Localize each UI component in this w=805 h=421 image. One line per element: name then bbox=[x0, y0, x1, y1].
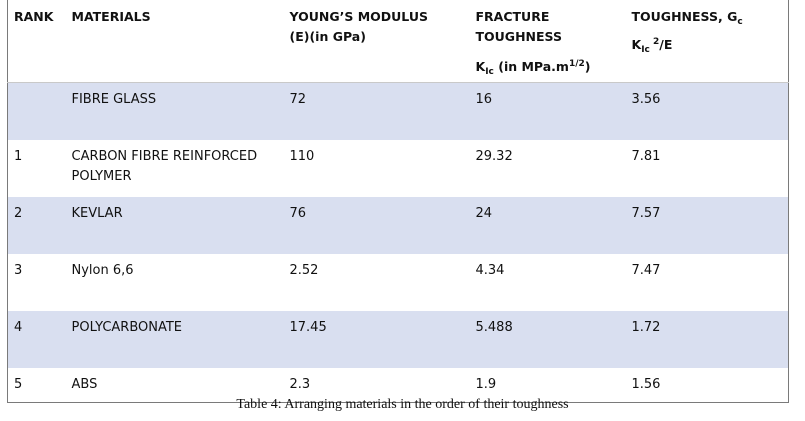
cell-material: CARBON FIBRE REINFORCED POLYMER bbox=[71, 149, 258, 184]
cell-rank: 2 bbox=[7, 197, 66, 254]
toughness-g: TOUGHNESS, G bbox=[631, 9, 738, 24]
cell-rank: 3 bbox=[14, 263, 23, 278]
header-toughness-formula: KIc 2/E bbox=[632, 32, 783, 60]
table-row: 4 POLYCARBONATE 17.45 5.488 1.72 bbox=[7, 311, 789, 368]
header-youngs-line2: (E)(in GPa) bbox=[289, 29, 366, 44]
table-row: 1 CARBON FIBRE REINFORCED POLYMER 110 29… bbox=[8, 140, 789, 197]
cell-toughness: 7.47 bbox=[631, 263, 661, 278]
cell-fracture-toughness: 4.34 bbox=[475, 263, 505, 278]
cell-rank bbox=[7, 82, 66, 140]
header-fracture-unit: KIc (in MPa.m1/2) bbox=[476, 54, 620, 82]
table-caption: Table 4: Arranging materials in the orde… bbox=[236, 397, 569, 412]
cell-fracture-toughness: 16 bbox=[469, 82, 626, 140]
cell-toughness: 3.56 bbox=[625, 82, 789, 140]
formula-superscript: 2 bbox=[649, 37, 660, 47]
header-fracture-toughness: FRACTURE TOUGHNESS KIc (in MPa.m1/2) bbox=[469, 0, 626, 83]
cell-material: KEVLAR bbox=[65, 197, 284, 254]
cell-fracture-toughness: 24 bbox=[469, 197, 626, 254]
materials-table: RANK MATERIALS YOUNG’S MODULUS (E)(in GP… bbox=[7, 0, 789, 403]
cell-youngs-modulus: 2.3 bbox=[289, 377, 311, 392]
cell-youngs-modulus: 17.45 bbox=[283, 311, 470, 368]
header-toughness: TOUGHNESS, Gc KIc 2/E bbox=[625, 0, 789, 83]
unit-close: ) bbox=[584, 59, 591, 74]
header-materials: MATERIALS bbox=[65, 0, 284, 83]
header-rank: RANK bbox=[7, 0, 66, 83]
cell-material: Nylon 6,6 bbox=[71, 263, 134, 278]
cell-youngs-modulus: 110 bbox=[289, 149, 315, 164]
cell-rank: 5 bbox=[14, 377, 23, 392]
cell-toughness: 1.56 bbox=[631, 377, 661, 392]
table-header-row: RANK MATERIALS YOUNG’S MODULUS (E)(in GP… bbox=[7, 0, 789, 83]
cell-fracture-toughness: 5.488 bbox=[469, 311, 626, 368]
cell-material: ABS bbox=[71, 377, 98, 392]
formula-k-subscript: Ic bbox=[641, 45, 650, 55]
formula-k: K bbox=[631, 37, 642, 52]
table-row: 5 ABS 2.3 1.9 1.56 bbox=[8, 368, 789, 403]
toughness-g-subscript: c bbox=[737, 17, 743, 27]
unit-text: (in MPa.m bbox=[493, 59, 569, 74]
cell-fracture-toughness: 29.32 bbox=[475, 149, 513, 164]
cell-material: POLYCARBONATE bbox=[65, 311, 284, 368]
table-row: 3 Nylon 6,6 2.52 4.34 7.47 bbox=[8, 254, 789, 311]
cell-youngs-modulus: 2.52 bbox=[289, 263, 319, 278]
table-row: 2 KEVLAR 76 24 7.57 bbox=[7, 197, 789, 254]
cell-rank: 4 bbox=[7, 311, 66, 368]
header-youngs-line1: YOUNG’S MODULUS bbox=[289, 9, 428, 24]
cell-fracture-toughness: 1.9 bbox=[475, 377, 497, 392]
formula-tail: /E bbox=[659, 37, 673, 52]
cell-toughness: 1.72 bbox=[625, 311, 789, 368]
cell-youngs-modulus: 76 bbox=[283, 197, 470, 254]
header-youngs-modulus: YOUNG’S MODULUS (E)(in GPa) bbox=[283, 0, 470, 83]
cell-rank: 1 bbox=[14, 149, 23, 164]
cell-material: FIBRE GLASS bbox=[65, 82, 284, 140]
cell-youngs-modulus: 72 bbox=[283, 82, 470, 140]
header-fracture-line2: TOUGHNESS bbox=[475, 29, 562, 44]
header-toughness-line1: TOUGHNESS, Gc bbox=[632, 7, 783, 32]
cell-toughness: 7.57 bbox=[625, 197, 789, 254]
cell-toughness: 7.81 bbox=[631, 149, 661, 164]
table-row: FIBRE GLASS 72 16 3.56 bbox=[7, 82, 789, 140]
header-fracture-line1: FRACTURE bbox=[475, 9, 550, 24]
unit-k: K bbox=[475, 59, 486, 74]
unit-k-subscript: Ic bbox=[485, 67, 494, 77]
unit-superscript: 1/2 bbox=[568, 59, 585, 69]
